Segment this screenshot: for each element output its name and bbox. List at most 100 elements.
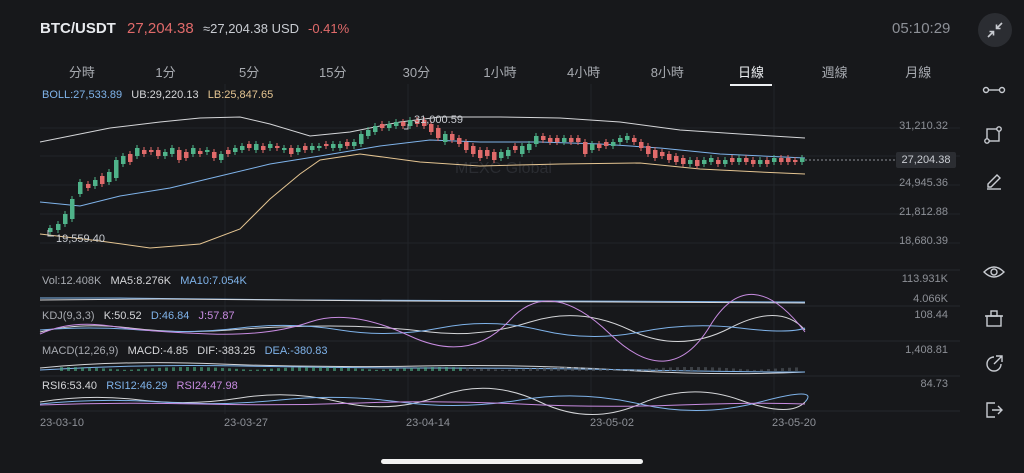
candle-body [289,148,294,154]
macd-histogram-bar [403,368,406,371]
candle-body [303,146,308,150]
tab-4h[interactable]: 4小時 [567,65,601,80]
macd-histogram-bar [410,367,413,371]
tab-daily[interactable]: 日線 [709,58,793,86]
candle-body [779,158,784,162]
candle-body [156,150,161,156]
macd-histogram-bar [774,368,777,371]
shape-tool-icon [984,126,1002,144]
candle-body [737,158,742,162]
candle-body [394,122,399,126]
volume-ma5-value: MA5:8.276K [110,275,172,287]
macd-histogram-bar [795,367,798,371]
shape-tool-button[interactable] [976,116,1012,152]
tab-30m[interactable]: 30分 [402,65,431,80]
candle-body [513,146,518,150]
macd-histogram-bar [627,369,630,371]
tab-monthly[interactable]: 月線 [905,65,932,80]
macd-histogram-bar [74,367,77,371]
candle-body [429,124,434,132]
candle-body [569,138,574,142]
candle-body [436,128,441,138]
macd-histogram-bar [690,367,693,371]
template-button[interactable] [976,300,1012,336]
candle-body [373,126,378,132]
macd-histogram-bar [389,369,392,371]
clock: 05:10:29 [892,20,951,37]
macd-histogram-bar [641,369,644,371]
price-change-percent: -0.41% [308,21,350,36]
macd-histogram-bar [116,369,119,371]
candle-body [212,152,217,158]
macd-dif-value: DIF:-383.25 [197,345,256,357]
macd-histogram-bar [585,367,588,371]
macd-histogram-bar [522,368,525,371]
tab-weekly[interactable]: 週線 [821,65,848,80]
macd-histogram-bar [424,367,427,371]
candle-body [359,134,364,144]
macd-histogram-bar [676,367,679,371]
candle-body [100,176,105,184]
exit-button[interactable] [976,392,1012,428]
macd-histogram-bar [130,369,133,371]
kdj-k-value: K:50.52 [103,310,142,322]
home-indicator[interactable] [381,459,643,464]
macd-dea-value: DEA:-380.83 [264,345,328,357]
macd-histogram-bar [347,367,350,371]
exit-fullscreen-button[interactable] [978,13,1012,47]
candle-body [611,142,616,146]
macd-histogram-bar [550,367,553,371]
macd-histogram-bar [634,369,637,371]
share-button[interactable] [976,346,1012,382]
macd-histogram-bar [669,367,672,371]
candle-body [275,146,280,148]
macd-histogram-bar [767,369,770,371]
boll-legend: BOLL:27,533.89 UB:29,220.13 LB:25,847.65 [42,89,273,101]
candle-body [709,158,714,162]
macd-histogram-bar [480,368,483,371]
tab-1m[interactable]: 1分 [155,65,176,80]
macd-histogram-bar [235,368,238,371]
visibility-button[interactable] [976,254,1012,290]
rsi24-line [39,401,806,407]
tab-5m[interactable]: 5分 [238,65,260,80]
draw-pen-button[interactable] [976,162,1012,198]
current-price-tag: 27,204.38 [896,152,956,168]
macd-histogram-bar [452,367,455,371]
tab-1h[interactable]: 1小時 [483,65,517,80]
macd-histogram-bar [557,367,560,371]
candle-body [800,158,805,162]
low-price-marker: 19,559.40 [56,233,105,245]
candle-body [471,146,476,154]
last-price: 27,204.38 [127,20,194,37]
template-icon [985,310,1003,327]
macd-axis-max: 1,408.81 [905,344,948,356]
date-label: 23-05-20 [772,417,817,429]
tab-timeshare[interactable]: 分時 [68,65,95,80]
candle-body [520,146,525,154]
macd-histogram-bar [578,367,581,371]
macd-histogram-bar [473,367,476,371]
kdj-title: KDJ(9,3,3) [42,310,95,322]
rsi-legend: RSI6:53.40 RSI12:46.29 RSI24:47.98 [42,380,238,392]
line-tool-button[interactable] [976,72,1012,108]
macd-histogram-bar [137,369,140,371]
macd-dif-line [39,362,806,375]
rsi-axis-max: 84.73 [920,378,948,390]
candlestick-chart[interactable]: MEXC Global 31,000.59 19,559.40 [0,84,960,436]
volume-axis-max: 113.931K [901,273,948,285]
boll-mid-line [39,139,806,207]
tab-8h[interactable]: 8小時 [650,65,684,80]
candle-body [702,160,707,164]
volume-ma-line [39,298,806,304]
candle-body [78,182,83,194]
candle-body [562,138,567,142]
candle-body [618,138,623,142]
tab-15m[interactable]: 15分 [319,65,347,80]
macd-histogram-bar [326,367,329,371]
trading-pair[interactable]: BTC/USDT [40,20,116,37]
macd-histogram-bar [648,368,651,371]
macd-histogram-bar [193,367,196,371]
candle-body [317,146,322,148]
boll-mid-value: BOLL:27,533.89 [42,89,123,101]
